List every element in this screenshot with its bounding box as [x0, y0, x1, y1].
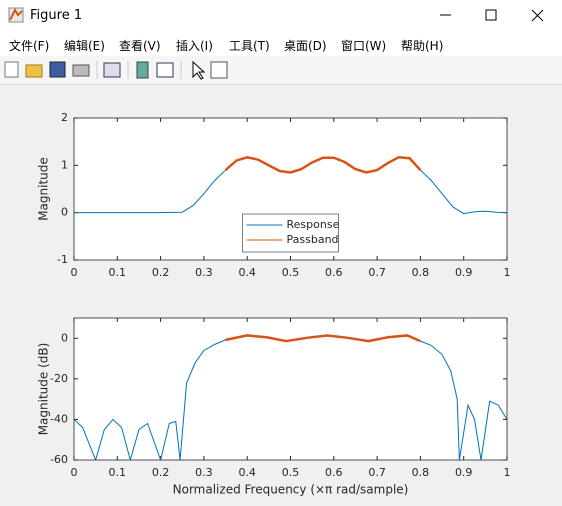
- x-tick-label: 0.2: [152, 266, 170, 279]
- x-tick-label: 0.1: [109, 266, 127, 279]
- x-axis-label: Normalized Frequency (×π rad/sample): [173, 483, 409, 497]
- x-tick-label: 0.9: [455, 266, 473, 279]
- x-tick-label: 0.4: [238, 266, 256, 279]
- maximize-button[interactable]: [485, 9, 497, 21]
- y-tick-label: -1: [57, 253, 68, 266]
- menu-bar: 文件(F) 编辑(E) 查看(V) 插入(I) 工具(T) 桌面(D) 窗口(W…: [0, 32, 562, 56]
- axes-box: [73, 317, 508, 461]
- x-tick-label: 0: [71, 266, 78, 279]
- menu-item[interactable]: 文件(F): [9, 39, 50, 53]
- y-tick-label: 0: [61, 206, 68, 219]
- toolbar-icons: [4, 60, 228, 80]
- new-button[interactable]: [4, 61, 19, 78]
- app-icon: [8, 7, 24, 23]
- x-tick-label: 0.7: [368, 466, 386, 479]
- menu-item[interactable]: 桌面(D): [284, 39, 327, 53]
- x-tick-label: 0.3: [195, 266, 213, 279]
- colorbar-button[interactable]: [136, 61, 149, 79]
- x-tick-label: 0.5: [282, 466, 300, 479]
- x-tick-label: 0.8: [412, 466, 430, 479]
- title-bar: Figure 1: [0, 0, 562, 32]
- legend-label: Response: [287, 218, 340, 231]
- y-tick-label: 1: [61, 158, 68, 171]
- pointer-button[interactable]: [192, 60, 206, 80]
- axes-box: [73, 117, 508, 261]
- y-axis-label: Magnitude: [37, 157, 51, 221]
- link-button[interactable]: [103, 62, 121, 78]
- menu-item[interactable]: 插入(I): [176, 39, 213, 53]
- x-tick-label: 0: [71, 466, 78, 479]
- y-tick-label: -60: [50, 453, 68, 466]
- menu-item[interactable]: 帮助(H): [401, 39, 444, 53]
- close-button[interactable]: [531, 9, 544, 22]
- open-button[interactable]: [25, 64, 43, 78]
- title-bar-icons: [8, 7, 544, 23]
- legend-button[interactable]: [156, 62, 174, 78]
- menu-item[interactable]: 工具(T): [229, 39, 270, 53]
- y-tick-label: 2: [61, 111, 68, 124]
- property-button[interactable]: [210, 61, 228, 79]
- y-tick-label: -40: [50, 412, 68, 425]
- data-line: [224, 155, 422, 174]
- x-tick-label: 0.8: [412, 266, 430, 279]
- toolbar: [0, 56, 562, 85]
- save-button[interactable]: [49, 61, 66, 78]
- x-tick-label: 0.2: [152, 466, 170, 479]
- x-tick-label: 1: [504, 266, 511, 279]
- x-tick-label: 1: [504, 466, 511, 479]
- data-line: [225, 334, 421, 343]
- x-tick-label: 0.1: [109, 466, 127, 479]
- y-tick-label: 0: [61, 331, 68, 344]
- x-tick-label: 0.5: [282, 266, 300, 279]
- x-tick-label: 0.9: [455, 466, 473, 479]
- y-tick-label: -20: [50, 372, 68, 385]
- x-tick-label: 0.6: [325, 466, 343, 479]
- plot-area: 0 0.1 0.2 0.3 0.4 0.5 0.6 0.7 0.8 0.9 1-1012Magnit…: [37, 111, 511, 497]
- app-icon-glyph: [9, 7, 23, 21]
- menu-item[interactable]: 窗口(W): [341, 39, 387, 53]
- x-tick-label: 0.4: [238, 466, 256, 479]
- x-tick-label: 0.7: [368, 266, 386, 279]
- print-button[interactable]: [72, 64, 90, 77]
- x-tick-label: 0.3: [195, 466, 213, 479]
- y-axis-label: Magnitude (dB): [37, 343, 51, 436]
- window-title: Figure 1: [30, 8, 83, 23]
- menu-item[interactable]: 编辑(E): [64, 39, 105, 53]
- x-tick-label: 0.6: [325, 266, 343, 279]
- legend-box: [242, 213, 339, 253]
- legend-label: Passband: [287, 233, 339, 246]
- menu-item[interactable]: 查看(V): [119, 39, 161, 53]
